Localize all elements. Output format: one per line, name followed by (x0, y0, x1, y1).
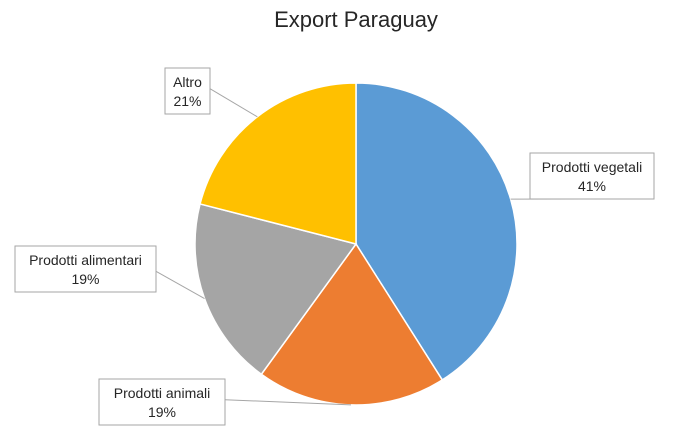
data-label-percent: 19% (148, 404, 176, 420)
data-label-box (14, 245, 157, 293)
chart-title: Export Paraguay (274, 7, 438, 32)
data-label-category: Prodotti vegetali (542, 159, 642, 175)
data-label-box (98, 378, 226, 426)
data-label-box (164, 67, 211, 115)
leader-line (209, 88, 258, 118)
pie-slices (194, 82, 518, 406)
data-label-box (529, 152, 655, 200)
data-label-altro: Altro 21% (164, 67, 211, 115)
data-label-prodotti-vegetali: Prodotti vegetali 41% (529, 152, 655, 200)
data-label-percent: 41% (578, 178, 606, 194)
leader-line (155, 270, 205, 299)
data-label-percent: 19% (71, 271, 99, 287)
data-label-category: Altro (173, 74, 202, 90)
data-label-prodotti-animali: Prodotti animali 19% (98, 378, 226, 426)
data-label-category: Prodotti alimentari (29, 252, 142, 268)
pie-slice-altro (199, 82, 357, 245)
data-label-category: Prodotti animali (114, 385, 211, 401)
pie-slice-prodotti-alimentari (194, 203, 358, 376)
data-label-prodotti-alimentari: Prodotti alimentari 19% (14, 245, 157, 293)
leader-line (224, 399, 351, 406)
data-label-percent: 21% (173, 93, 201, 109)
